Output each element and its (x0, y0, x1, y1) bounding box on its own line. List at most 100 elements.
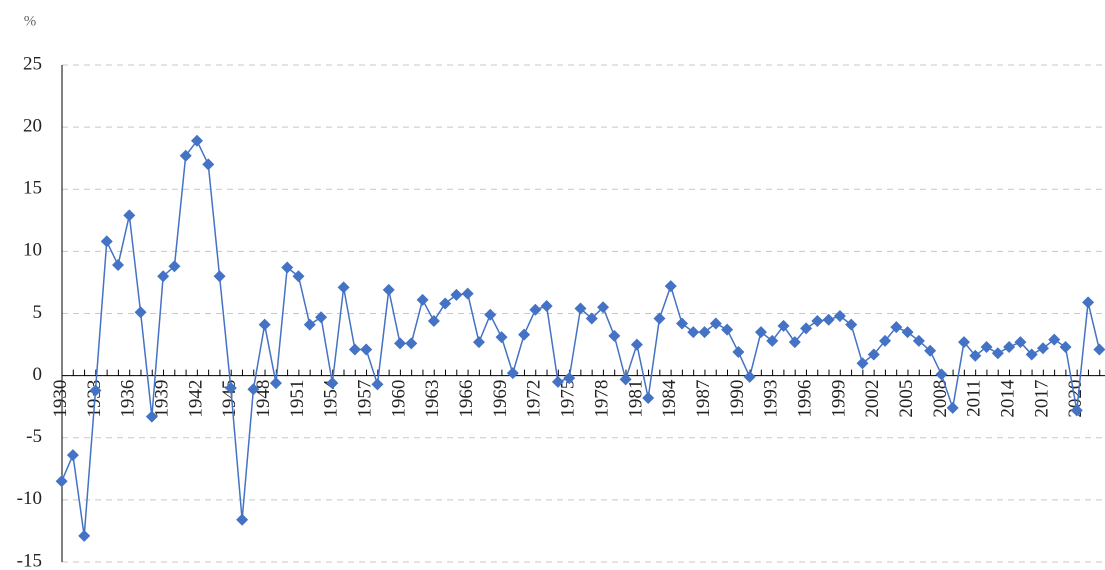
data-point (1059, 341, 1072, 354)
data-point (1093, 343, 1105, 356)
data-point (822, 313, 835, 326)
data-point (901, 326, 914, 339)
x-tick-label: 1984 (659, 379, 680, 418)
x-tick-label: 1972 (524, 380, 545, 418)
data-point (642, 391, 655, 404)
data-point (472, 336, 485, 349)
data-point (179, 149, 192, 162)
x-tick-label: 1930 (50, 380, 71, 418)
data-point (168, 260, 181, 273)
data-point (1082, 296, 1095, 309)
data-point (743, 370, 756, 383)
data-point (811, 314, 824, 327)
data-point (292, 270, 305, 283)
x-tick-label: 1939 (152, 380, 173, 418)
data-point (721, 323, 734, 336)
data-point (890, 321, 903, 334)
data-point (190, 134, 203, 147)
x-tick-label: 1990 (727, 380, 748, 418)
x-tick-label: 2005 (896, 380, 917, 418)
data-point (980, 341, 993, 354)
y-tick-label: -15 (17, 550, 42, 570)
data-point (258, 318, 271, 331)
data-point (597, 301, 610, 314)
data-point (529, 303, 542, 316)
x-tick-label: 2002 (862, 380, 883, 418)
x-tick-label: 2011 (964, 380, 985, 417)
data-point (969, 349, 982, 362)
data-point (540, 300, 553, 313)
data-point (856, 357, 869, 370)
data-point (619, 373, 632, 386)
data-point (348, 343, 361, 356)
data-point (382, 283, 395, 296)
data-point (574, 302, 587, 315)
x-tick-label: 1999 (828, 380, 849, 418)
data-point (78, 529, 91, 542)
y-tick-label: -10 (17, 488, 42, 509)
x-tick-label: 1948 (253, 380, 274, 418)
data-point (664, 280, 677, 293)
data-point (709, 317, 722, 330)
x-tick-label: 1978 (591, 380, 612, 418)
data-point (1070, 404, 1083, 417)
data-point (100, 235, 113, 248)
y-tick-label: 20 (23, 115, 42, 136)
x-tick-label: 2008 (930, 380, 951, 418)
data-point (66, 449, 79, 462)
data-point (112, 259, 125, 272)
data-point (585, 312, 598, 325)
data-point (1003, 341, 1016, 354)
x-tick-label: 1975 (558, 380, 579, 418)
data-point (394, 337, 407, 350)
data-point (439, 297, 452, 310)
x-tick-label: 1957 (355, 380, 376, 418)
data-point (123, 209, 136, 222)
data-point (213, 270, 226, 283)
data-point (427, 314, 440, 327)
data-point (55, 475, 68, 488)
data-point (157, 270, 170, 283)
data-point (134, 306, 147, 319)
data-point (946, 401, 959, 414)
x-tick-label: 1993 (761, 380, 782, 418)
data-point (495, 331, 508, 344)
data-point (867, 348, 880, 361)
data-point (303, 318, 316, 331)
data-point (991, 347, 1004, 360)
data-point (653, 312, 666, 325)
x-tick-label: 1942 (185, 380, 206, 418)
data-point (1025, 348, 1038, 361)
x-tick-label: 1951 (287, 380, 308, 418)
data-point (337, 281, 350, 294)
data-point (405, 337, 418, 350)
data-point (236, 513, 249, 526)
data-point (450, 288, 463, 301)
x-tick-label: 1996 (794, 380, 815, 418)
data-point (551, 375, 564, 388)
x-tick-label: 1954 (321, 379, 342, 418)
data-point (89, 384, 102, 397)
data-point (833, 309, 846, 322)
data-point (281, 261, 294, 274)
data-point (800, 322, 813, 335)
data-point (845, 318, 858, 331)
data-point (326, 377, 339, 390)
data-point (315, 311, 328, 324)
x-tick-label: 1960 (388, 380, 409, 418)
data-point (754, 326, 767, 339)
data-point (461, 287, 474, 300)
data-point (732, 346, 745, 359)
data-point (958, 336, 971, 349)
data-point (1036, 342, 1049, 355)
x-tick-label: 1981 (625, 380, 646, 418)
data-point (506, 367, 519, 380)
data-point (879, 334, 892, 347)
data-point (518, 328, 531, 341)
x-tick-label: 2020 (1065, 380, 1086, 418)
data-point (563, 372, 576, 385)
data-point (360, 343, 373, 356)
x-tick-label: 1987 (693, 380, 714, 418)
data-point (924, 344, 937, 357)
